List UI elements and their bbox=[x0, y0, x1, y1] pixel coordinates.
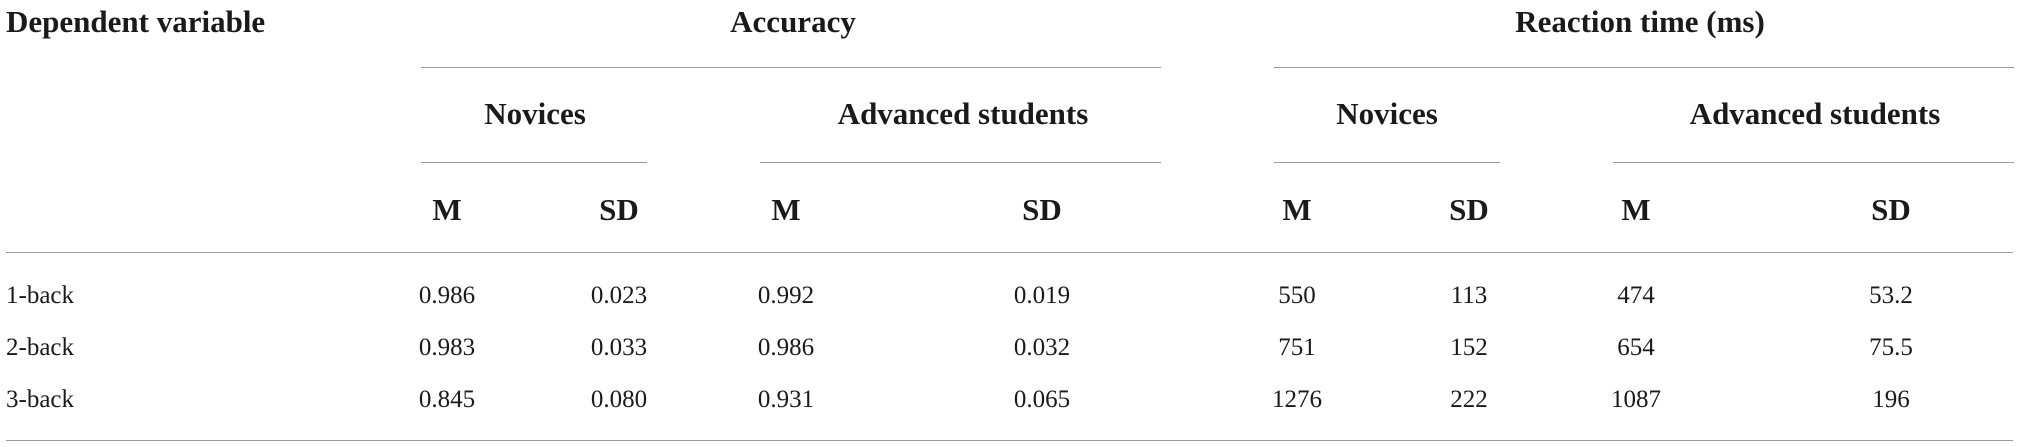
rt-advanced-underline bbox=[1613, 162, 2014, 163]
col-header-rt-adv-m: M bbox=[1621, 192, 1651, 227]
col-header-rt-nov-sd: SD bbox=[1449, 192, 1489, 227]
col-header-acc-nov-sd: SD bbox=[599, 192, 639, 227]
cell: 0.023 bbox=[590, 282, 648, 309]
row-label: 1-back bbox=[6, 282, 75, 309]
cell: 0.065 bbox=[1013, 386, 1071, 413]
row-label: 2-back bbox=[6, 334, 75, 361]
reaction-time-header: Reaction time (ms) bbox=[1515, 4, 1765, 39]
cell: 75.5 bbox=[1869, 334, 1913, 361]
col-header-acc-adv-sd: SD bbox=[1022, 192, 1062, 227]
row-label: 3-back bbox=[6, 386, 75, 413]
cell: 53.2 bbox=[1869, 282, 1913, 309]
cell: 474 bbox=[1617, 282, 1655, 309]
cell: 222 bbox=[1450, 386, 1488, 413]
cell: 196 bbox=[1872, 386, 1910, 413]
accuracy-advanced-header: Advanced students bbox=[837, 96, 1089, 131]
dependent-variable-header: Dependent variable bbox=[6, 4, 266, 39]
col-header-rt-nov-m: M bbox=[1282, 192, 1312, 227]
cell: 550 bbox=[1278, 282, 1316, 309]
col-header-acc-nov-m: M bbox=[432, 192, 462, 227]
accuracy-novices-header: Novices bbox=[484, 96, 586, 131]
cell: 113 bbox=[1450, 282, 1488, 309]
reaction-time-underline bbox=[1274, 67, 2014, 68]
accuracy-advanced-underline bbox=[760, 162, 1161, 163]
cell: 0.992 bbox=[757, 282, 815, 309]
cell: 0.986 bbox=[418, 282, 476, 309]
col-header-acc-adv-m: M bbox=[771, 192, 801, 227]
rt-novices-header: Novices bbox=[1336, 96, 1438, 131]
cell: 0.986 bbox=[757, 334, 815, 361]
rt-advanced-header: Advanced students bbox=[1689, 96, 1941, 131]
accuracy-novices-underline bbox=[421, 162, 647, 163]
header-rule bbox=[6, 252, 2013, 253]
rt-novices-underline bbox=[1274, 162, 1500, 163]
cell: 0.019 bbox=[1013, 282, 1071, 309]
accuracy-header: Accuracy bbox=[730, 4, 856, 39]
accuracy-underline bbox=[421, 67, 1161, 68]
cell: 0.931 bbox=[757, 386, 815, 413]
cell: 654 bbox=[1617, 334, 1655, 361]
cell: 0.845 bbox=[418, 386, 476, 413]
cell: 152 bbox=[1450, 334, 1488, 361]
cell: 1276 bbox=[1272, 386, 1322, 413]
cell: 0.080 bbox=[590, 386, 648, 413]
table-bottom-rule bbox=[6, 440, 2013, 441]
col-header-rt-adv-sd: SD bbox=[1871, 192, 1911, 227]
cell: 0.983 bbox=[418, 334, 476, 361]
cell: 1087 bbox=[1611, 386, 1661, 413]
cell: 0.032 bbox=[1013, 334, 1071, 361]
cell: 0.033 bbox=[590, 334, 648, 361]
cell: 751 bbox=[1278, 334, 1316, 361]
